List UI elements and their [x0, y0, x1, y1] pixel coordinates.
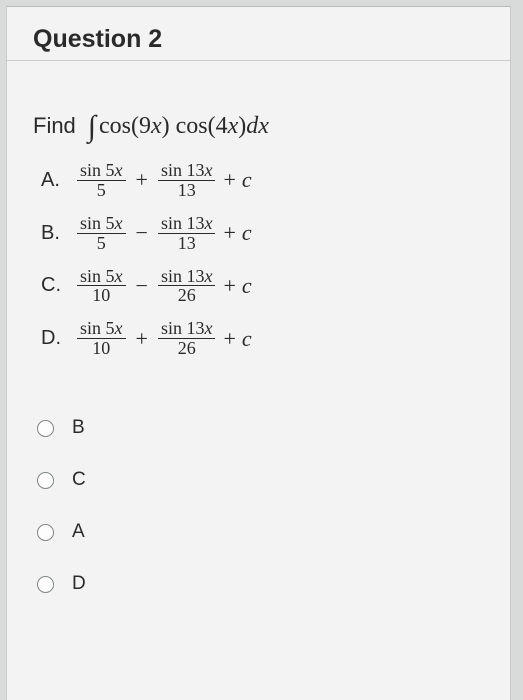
choice-label: D. — [41, 327, 77, 350]
fraction: sin 13x 13 — [158, 214, 216, 253]
radio-icon[interactable] — [37, 576, 54, 593]
option-label: D — [72, 573, 86, 595]
fraction: sin 5x 10 — [77, 267, 126, 306]
question-card: Question 2 Find ∫cos(9x) cos(4x)dx A. si… — [6, 6, 511, 700]
option-label: A — [72, 521, 85, 543]
choice-label: A. — [41, 169, 77, 192]
option-c[interactable]: C — [37, 454, 484, 506]
option-a[interactable]: A — [37, 506, 484, 558]
plus-constant: +c — [215, 326, 251, 352]
integral-symbol: ∫ — [88, 110, 99, 143]
choice-a: A. sin 5x 5 + sin 13x 13 +c — [41, 161, 484, 200]
operator: − — [126, 220, 158, 246]
fraction: sin 5x 5 — [77, 161, 126, 200]
choice-b: B. sin 5x 5 − sin 13x 13 +c — [41, 214, 484, 253]
prompt-prefix: Find — [33, 113, 76, 138]
question-title: Question 2 — [33, 25, 484, 54]
radio-icon[interactable] — [37, 472, 54, 489]
question-prompt: Find ∫cos(9x) cos(4x)dx — [33, 107, 484, 141]
plus-constant: +c — [215, 273, 251, 299]
option-label: C — [72, 469, 86, 491]
choice-label: C. — [41, 274, 77, 297]
fraction: sin 13x 26 — [158, 319, 216, 358]
radio-options: B C A D — [33, 402, 484, 610]
fraction: sin 5x 10 — [77, 319, 126, 358]
answer-choices: A. sin 5x 5 + sin 13x 13 +c B. sin 5x 5 … — [33, 161, 484, 358]
choice-label: B. — [41, 222, 77, 245]
operator: + — [126, 167, 158, 193]
fraction: sin 13x 13 — [158, 161, 216, 200]
radio-icon[interactable] — [37, 524, 54, 541]
fraction: sin 13x 26 — [158, 267, 216, 306]
operator: − — [126, 273, 158, 299]
choice-d: D. sin 5x 10 + sin 13x 26 +c — [41, 319, 484, 358]
choice-c: C. sin 5x 10 − sin 13x 26 +c — [41, 267, 484, 306]
plus-constant: +c — [215, 167, 251, 193]
divider — [7, 60, 510, 61]
plus-constant: +c — [215, 220, 251, 246]
radio-icon[interactable] — [37, 420, 54, 437]
option-label: B — [72, 417, 85, 439]
fraction: sin 5x 5 — [77, 214, 126, 253]
operator: + — [126, 326, 158, 352]
integrand: cos(9x) cos(4x)dx — [99, 113, 269, 139]
option-b[interactable]: B — [37, 402, 484, 454]
option-d[interactable]: D — [37, 558, 484, 610]
